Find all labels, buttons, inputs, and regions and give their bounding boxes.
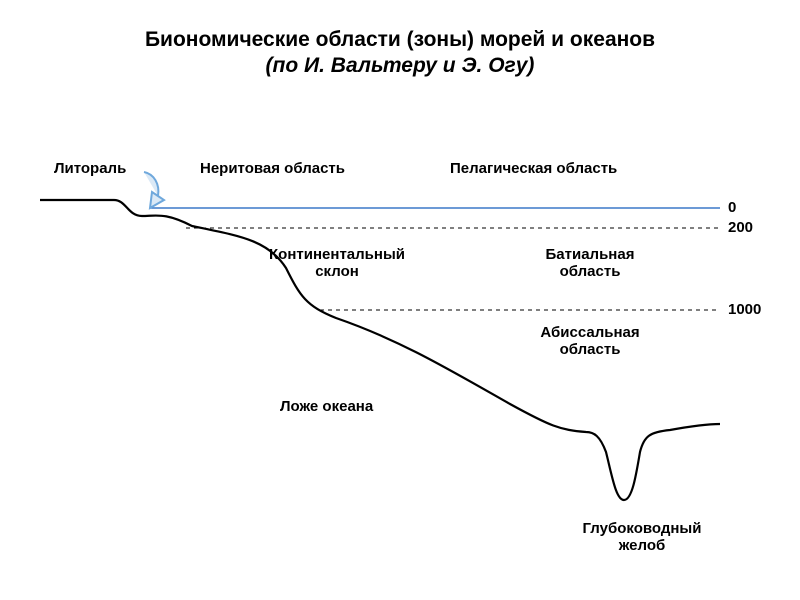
label-trench-l1: Глубоководный — [583, 520, 702, 537]
depth-label-200: 200 — [728, 219, 753, 236]
label-neritic: Неритовая область — [200, 160, 345, 177]
label-ocean-floor: Ложе океана — [280, 398, 373, 415]
littoral-arrow-icon — [144, 172, 164, 208]
label-trench: Глубоководный желоб — [572, 520, 712, 554]
label-continental-slope-l1: Континентальный — [269, 246, 405, 263]
diagram-container: Биономические области (зоны) морей и оке… — [0, 0, 800, 600]
label-littoral: Литораль — [54, 160, 126, 177]
label-bathyal: Батиальная область — [530, 246, 650, 280]
label-continental-slope-l2: склон — [315, 263, 359, 280]
label-pelagic: Пелагическая область — [450, 160, 617, 177]
label-bathyal-l1: Батиальная — [546, 246, 635, 263]
depth-label-1000: 1000 — [728, 301, 761, 318]
label-abyssal-l2: область — [560, 341, 621, 358]
depth-label-0: 0 — [728, 199, 736, 216]
label-continental-slope: Континентальный склон — [252, 246, 422, 280]
diagram-svg — [0, 0, 800, 600]
label-trench-l2: желоб — [619, 537, 666, 554]
label-abyssal-l1: Абиссальная — [540, 324, 639, 341]
label-abyssal: Абиссальная область — [530, 324, 650, 358]
label-bathyal-l2: область — [560, 263, 621, 280]
